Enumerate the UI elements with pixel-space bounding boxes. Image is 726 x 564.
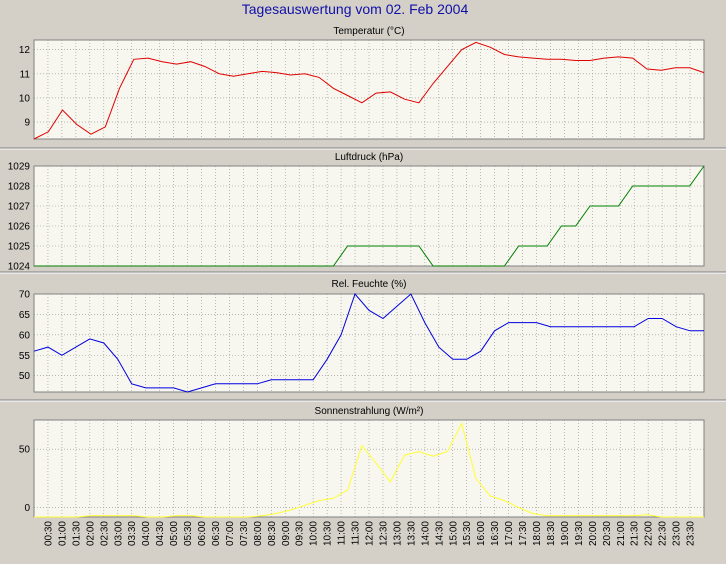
x-tick-label: 21:30 (630, 521, 641, 546)
y-tick-label-solar: 0 (24, 503, 30, 514)
y-tick-label-pressure: 1027 (8, 202, 31, 213)
x-tick-label: 23:30 (686, 521, 697, 546)
x-tick-label: 14:00 (420, 521, 431, 546)
x-tick-label: 15:00 (448, 521, 459, 546)
x-tick-label: 19:30 (574, 521, 585, 546)
x-tick-label: 12:00 (365, 521, 376, 546)
x-tick-label: 04:30 (155, 521, 166, 546)
chart-solar: Sonnenstrahlung (W/m²) 0 50 (19, 406, 705, 518)
y-tick-label-temperature: 9 (24, 118, 30, 129)
x-tick-label: 09:30 (295, 521, 306, 546)
x-tick-label: 13:30 (406, 521, 417, 546)
x-tick-label: 19:00 (560, 521, 571, 546)
x-tick-label: 02:30 (99, 521, 110, 546)
y-tick-label-pressure: 1028 (8, 182, 31, 193)
chart-title-humidity: Rel. Feuchte (%) (331, 279, 406, 290)
x-tick-label: 09:00 (281, 521, 292, 546)
x-tick-label: 03:00 (113, 521, 124, 546)
x-tick-label: 20:30 (602, 521, 613, 546)
x-tick-label: 02:00 (85, 521, 96, 546)
y-tick-label-humidity: 50 (19, 371, 31, 382)
x-tick-label: 10:30 (323, 521, 334, 546)
x-tick-label: 16:00 (476, 521, 487, 546)
y-tick-label-pressure: 1029 (8, 162, 31, 173)
y-tick-label-temperature: 12 (19, 45, 31, 56)
x-tick-label: 08:30 (267, 521, 278, 546)
y-tick-label-temperature: 10 (19, 93, 31, 104)
series-line-temperature (33, 41, 705, 140)
page-title: Tagesauswertung vom 02. Feb 2004 (242, 1, 469, 17)
chart-title-pressure: Luftdruck (hPa) (335, 152, 403, 163)
x-tick-label: 17:00 (504, 521, 515, 546)
x-tick-label: 23:00 (672, 521, 683, 546)
y-tick-label-humidity: 65 (19, 310, 31, 321)
x-tick-label: 01:30 (71, 521, 82, 546)
x-tick-label: 18:00 (532, 521, 543, 546)
chart-title-solar: Sonnenstrahlung (W/m²) (315, 406, 424, 417)
y-tick-label-pressure: 1026 (8, 222, 31, 233)
x-tick-label: 01:00 (57, 521, 68, 546)
chart-pressure: Luftdruck (hPa) 1024 1025 1026 1027 1028 1029 (0, 152, 726, 274)
plot-area-temperature (33, 39, 705, 140)
chart-temperature: Temperatur (°C) 9 10 11 12 (0, 26, 726, 150)
x-tick-label: 08:00 (253, 521, 264, 546)
x-tick-label: 18:30 (546, 521, 557, 546)
y-tick-label-solar: 50 (19, 445, 31, 456)
x-tick-label: 22:30 (658, 521, 669, 546)
x-tick-label: 16:30 (490, 521, 501, 546)
series-line-pressure (34, 165, 705, 267)
chart-humidity: Rel. Feuchte (%) 50 55 60 65 70 (0, 279, 726, 402)
x-tick-label: 22:00 (644, 521, 655, 546)
y-tick-label-pressure: 1025 (8, 242, 31, 253)
x-tick-label: 06:00 (197, 521, 208, 546)
time-axis: 00:30 01:00 01:30 02:00 02:30 03:00 03:30 04:00… (43, 521, 696, 546)
x-tick-label: 17:30 (518, 521, 529, 546)
x-tick-label: 07:00 (225, 521, 236, 546)
chart-title-temperature: Temperatur (°C) (333, 26, 404, 37)
x-tick-label: 07:30 (239, 521, 250, 546)
charts-area: Temperatur (°C) 9 10 11 12 Luftdruck (hPa) 102… (0, 26, 726, 518)
x-tick-label: 04:00 (141, 521, 152, 546)
series-line-solar (34, 422, 704, 518)
y-tick-label-pressure: 1024 (8, 262, 31, 273)
x-tick-label: 10:00 (309, 521, 320, 546)
y-tick-label-humidity: 60 (19, 330, 31, 341)
x-tick-label: 20:00 (588, 521, 599, 546)
x-tick-label: 13:00 (392, 521, 403, 546)
x-tick-label: 15:30 (462, 521, 473, 546)
x-tick-label: 06:30 (211, 521, 222, 546)
x-tick-label: 21:00 (616, 521, 627, 546)
x-tick-label: 05:00 (169, 521, 180, 546)
x-tick-label: 12:30 (378, 521, 389, 546)
x-tick-label: 11:30 (351, 521, 362, 546)
series-line-humidity (33, 293, 704, 393)
x-tick-label: 03:30 (127, 521, 138, 546)
x-tick-label: 05:30 (183, 521, 194, 546)
x-tick-label: 00:30 (43, 521, 54, 546)
y-tick-label-temperature: 11 (20, 69, 31, 80)
x-tick-label: 14:30 (434, 521, 445, 546)
y-tick-label-humidity: 55 (19, 351, 31, 362)
x-tick-label: 11:00 (337, 521, 348, 546)
y-tick-label-humidity: 70 (19, 290, 31, 301)
